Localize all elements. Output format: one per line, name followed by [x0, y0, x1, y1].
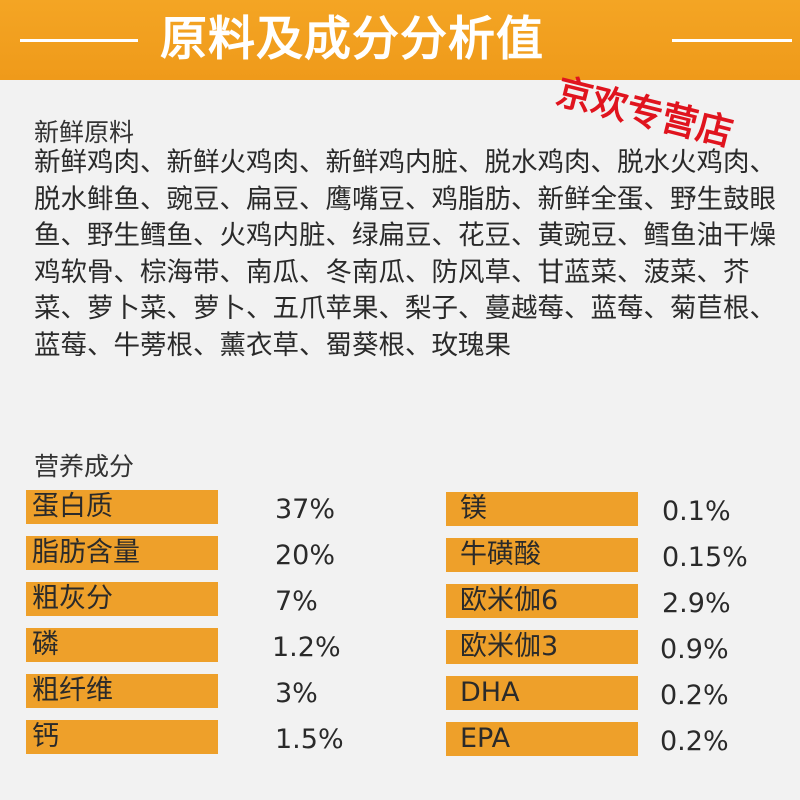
nutrient-row-epa: [446, 722, 638, 756]
nutrient-value: 20%: [275, 540, 336, 571]
nutrient-row-omega3: [446, 630, 638, 664]
nutrient-label: 磷: [32, 629, 59, 660]
nutrient-row-protein: [26, 490, 218, 524]
nutrient-label: 脂肪含量: [32, 537, 140, 568]
nutrient-label: 蛋白质: [32, 491, 113, 522]
nutrient-value: 1.5%: [275, 724, 344, 755]
nutrient-row-dha: [446, 676, 638, 710]
nutrient-row-phosphorus: [26, 628, 218, 662]
nutrition-heading: 营养成分: [34, 452, 135, 481]
nutrient-value: 7%: [275, 586, 318, 617]
nutrient-value: 0.15%: [662, 542, 748, 573]
nutrient-row-ash: [26, 582, 218, 616]
page-title: 原料及成分分析值: [160, 12, 544, 67]
nutrient-label: EPA: [460, 723, 511, 754]
nutrient-row-magnesium: [446, 492, 638, 526]
nutrient-label: 粗纤维: [32, 675, 113, 706]
nutrient-label: 欧米伽3: [460, 631, 559, 662]
nutrient-value: 37%: [275, 494, 336, 525]
nutrient-row-calcium: [26, 720, 218, 754]
nutrient-row-taurine: [446, 538, 638, 572]
title-banner: 原料及成分分析值: [0, 0, 800, 80]
nutrient-row-fat: [26, 536, 218, 570]
nutrient-value: 0.2%: [660, 726, 729, 757]
nutrient-label: 镁: [460, 493, 487, 524]
nutrient-label: 牛磺酸: [460, 539, 541, 570]
nutrient-value: 2.9%: [662, 588, 731, 619]
ingredients-heading: 新鲜原料: [34, 118, 135, 147]
banner-left-line: [20, 39, 138, 42]
nutrient-value: 3%: [275, 678, 318, 709]
banner-right-line: [672, 39, 792, 42]
nutrient-label: 粗灰分: [32, 583, 113, 614]
nutrient-row-fiber: [26, 674, 218, 708]
ingredients-list: 新鲜鸡肉、新鲜火鸡肉、新鲜鸡内脏、脱水鸡肉、脱水火鸡肉、脱水鲱鱼、豌豆、扁豆、鹰…: [34, 147, 776, 361]
nutrient-label: DHA: [460, 677, 520, 708]
nutrient-row-omega6: [446, 584, 638, 618]
nutrient-value: 0.2%: [660, 680, 729, 711]
nutrient-label: 欧米伽6: [460, 585, 559, 616]
nutrient-value: 0.1%: [662, 496, 731, 527]
nutrient-value: 0.9%: [660, 634, 729, 665]
nutrient-label: 钙: [32, 721, 59, 752]
nutrient-value: 1.2%: [272, 632, 341, 663]
